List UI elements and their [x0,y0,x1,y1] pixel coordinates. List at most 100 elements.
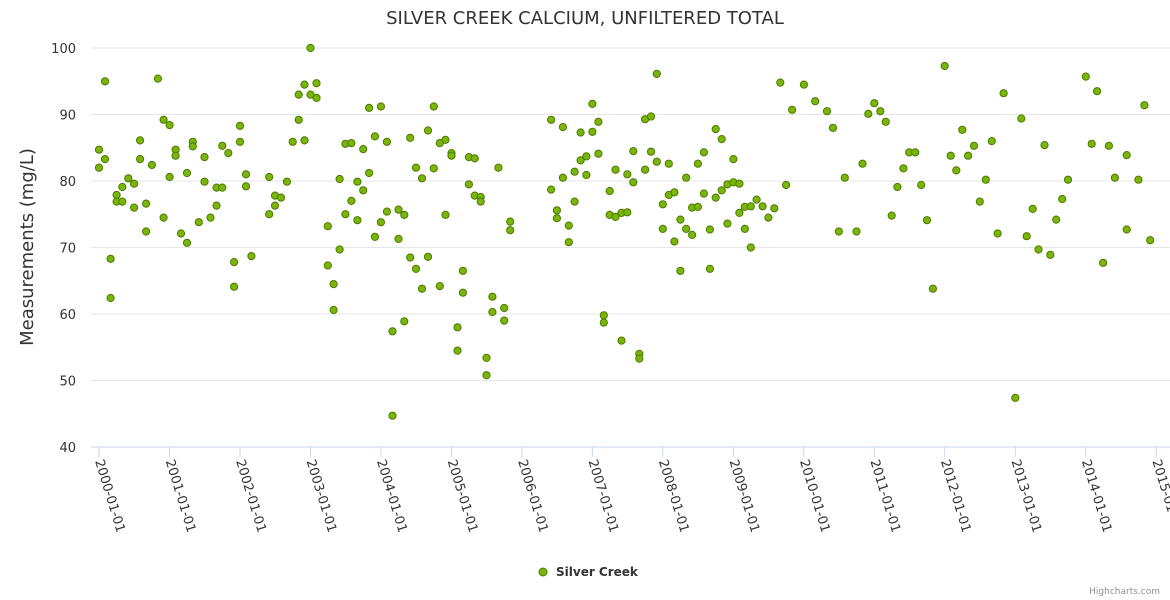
data-point[interactable] [453,346,462,355]
data-point[interactable] [564,238,573,247]
data-point[interactable] [723,219,732,228]
data-point[interactable] [176,229,186,238]
data-point[interactable] [365,168,374,178]
data-point[interactable] [928,284,938,293]
data-point[interactable] [1146,236,1155,245]
data-point[interactable] [235,121,245,130]
data-point[interactable] [922,216,932,225]
data-point[interactable] [488,292,497,301]
data-point[interactable] [594,149,603,158]
data-point[interactable] [999,89,1008,98]
data-point[interactable] [641,165,650,174]
data-point[interactable] [658,224,667,233]
data-point[interactable] [124,174,133,183]
data-point[interactable] [558,123,568,132]
data-point[interactable] [964,151,973,160]
data-point[interactable] [94,163,104,172]
data-point[interactable] [693,202,703,211]
data-point[interactable] [752,195,761,204]
data-point[interactable] [588,99,597,109]
data-point[interactable] [241,170,251,179]
data-point[interactable] [558,173,568,182]
data-point[interactable] [171,151,180,160]
data-point[interactable] [130,203,139,212]
data-point[interactable] [500,316,509,325]
data-point[interactable] [464,180,473,189]
data-point[interactable] [382,137,391,146]
data-point[interactable] [717,186,726,195]
data-point[interactable] [676,215,685,224]
data-point[interactable] [799,80,809,89]
data-point[interactable] [1063,175,1073,184]
data-point[interactable] [482,353,491,362]
data-point[interactable] [312,79,321,88]
data-point[interactable] [576,128,585,137]
data-point[interactable] [365,103,374,113]
data-point[interactable] [1110,173,1120,182]
data-point[interactable] [447,151,456,160]
data-point[interactable] [564,221,573,230]
data-point[interactable] [940,61,949,71]
data-point[interactable] [300,80,309,89]
data-point[interactable] [323,222,332,231]
data-point[interactable] [329,280,338,289]
data-point[interactable] [646,147,656,156]
legend-item-silver-creek[interactable]: Silver Creek [556,565,639,579]
data-point[interactable] [611,212,620,221]
data-point[interactable] [288,137,297,146]
data-point[interactable] [570,197,579,206]
data-point[interactable] [376,218,385,227]
data-point[interactable] [500,303,509,313]
data-point[interactable] [788,105,797,114]
data-point[interactable] [870,99,879,108]
data-point[interactable] [270,201,280,210]
data-point[interactable] [770,204,779,213]
data-point[interactable] [629,147,638,156]
data-point[interactable] [834,227,843,236]
data-point[interactable] [981,175,990,184]
data-point[interactable] [165,121,174,130]
data-point[interactable] [130,179,139,188]
data-point[interactable] [441,210,450,219]
data-point[interactable] [1081,72,1090,81]
data-point[interactable] [235,137,245,146]
data-point[interactable] [693,159,703,168]
data-point[interactable] [506,217,515,226]
data-point[interactable] [388,327,397,336]
data-point[interactable] [218,183,227,192]
data-point[interactable] [617,336,626,345]
data-point[interactable] [740,224,749,233]
data-point[interactable] [294,115,303,124]
data-point[interactable] [230,282,239,291]
data-point[interactable] [306,43,315,53]
data-point[interactable] [411,264,421,273]
data-point[interactable] [764,213,773,222]
data-point[interactable] [394,234,403,243]
data-point[interactable] [1122,225,1131,234]
data-point[interactable] [682,173,691,182]
data-point[interactable] [893,182,902,192]
data-point[interactable] [411,163,421,172]
data-point[interactable] [353,216,362,225]
data-point[interactable] [265,210,274,219]
data-point[interactable] [705,225,715,234]
data-point[interactable] [605,186,614,196]
data-point[interactable] [494,163,503,172]
data-point[interactable] [588,127,597,136]
data-point[interactable] [1087,139,1096,148]
data-point[interactable] [811,97,820,106]
data-point[interactable] [323,261,332,270]
data-point[interactable] [858,159,867,168]
data-point[interactable] [552,206,562,215]
data-point[interactable] [218,141,227,150]
data-point[interactable] [547,185,556,194]
data-point[interactable] [1017,114,1026,123]
data-point[interactable] [423,126,433,135]
data-point[interactable] [406,253,415,262]
legend[interactable]: Silver Creek [538,565,639,579]
data-point[interactable] [1040,141,1049,150]
data-point[interactable] [453,323,462,332]
data-point[interactable] [552,214,562,223]
data-point[interactable] [629,178,638,187]
data-point[interactable] [370,232,379,241]
